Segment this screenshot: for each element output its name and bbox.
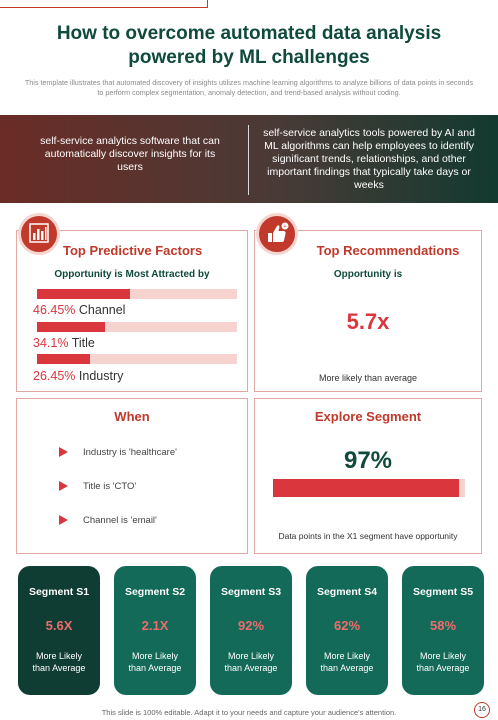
factor-bar-fill-1 [37, 289, 130, 299]
segment-2-desc-line2: than Average [128, 663, 182, 673]
segment-3-value: 92% [237, 618, 265, 633]
when-item-1-text: Industry is 'healthcare' [83, 447, 177, 458]
recommendations-subtitle: Opportunity is [333, 269, 403, 280]
segment-4-value: 62% [333, 618, 361, 633]
factor-1: 46.45% Channel [33, 303, 125, 317]
segment-card-4: Segment S4 62% More Likely than Average [306, 566, 388, 695]
info-band: self-service analytics software that can… [0, 115, 498, 203]
segment-5-desc-line2: than Average [416, 663, 470, 673]
band-divider [248, 125, 249, 195]
segment-5-desc-line1: More Likely [419, 651, 466, 661]
factor-1-pct: 46.45% [33, 303, 76, 317]
segment-2-desc: More Likely than Average [114, 650, 196, 674]
recommendations-card: Top Recommendations Opportunity is 5.7x … [254, 230, 482, 392]
page-number: 16 [474, 702, 490, 718]
triangle-bullet-icon [59, 515, 68, 525]
explore-segment-value: 97% [343, 447, 393, 474]
page-title: How to overcome automated data analysis … [20, 22, 478, 70]
factor-3: 26.45% Industry [33, 369, 123, 383]
segment-card-2: Segment S2 2.1X More Likely than Average [114, 566, 196, 695]
factor-bar-2 [37, 322, 237, 332]
recommendations-title: Top Recommendations [316, 243, 460, 258]
segment-1-value: 5.6X [45, 618, 73, 633]
page-title-line-2: powered by ML challenges [128, 47, 370, 68]
when-title: When [114, 409, 150, 424]
when-card: When Industry is 'healthcare' Title is '… [16, 398, 248, 554]
factor-3-pct: 26.45% [33, 369, 76, 383]
explore-segment-caption: Data points in the X1 segment have oppor… [278, 531, 458, 541]
segment-2-desc-line1: More Likely [131, 651, 178, 661]
explore-segment-bar-fill [273, 479, 460, 497]
factor-bar-3 [37, 354, 237, 364]
explore-segment-card: Explore Segment 97% Data points in the X… [254, 398, 482, 554]
segment-1-desc-line2: than Average [32, 663, 86, 673]
explore-segment-title: Explore Segment [314, 409, 422, 424]
segment-5-desc: More Likely than Average [402, 650, 484, 674]
when-item-3: Channel is 'email' [59, 515, 157, 526]
segment-3-name: Segment S3 [220, 586, 282, 598]
predictive-factors-subtitle: Opportunity is Most Attracted by [54, 269, 210, 280]
segment-card-5: Segment S5 58% More Likely than Average [402, 566, 484, 695]
recommendations-value: 5.7x [346, 309, 390, 334]
band-right-text: self-service analytics tools powered by … [263, 127, 475, 191]
segment-2-name: Segment S2 [124, 586, 186, 598]
page-subtitle: This template illustrates that automated… [24, 78, 474, 97]
when-item-1: Industry is 'healthcare' [59, 447, 177, 458]
factor-2: 34.1% Title [33, 336, 95, 350]
top-corner-frame [0, 0, 208, 8]
segment-3-desc: More Likely than Average [210, 650, 292, 674]
factor-3-label: Industry [78, 369, 124, 383]
svg-text:+: + [283, 224, 286, 230]
segment-3-desc-line1: More Likely [227, 651, 274, 661]
segment-3-desc-line2: than Average [224, 663, 278, 673]
segment-1-desc-line1: More Likely [35, 651, 82, 661]
footer-text: This slide is 100% editable. Adapt it to… [101, 708, 397, 717]
segment-1-desc: More Likely than Average [18, 650, 100, 674]
segment-4-desc-line1: More Likely [323, 651, 370, 661]
triangle-bullet-icon [59, 447, 68, 457]
when-item-2-text: Title is 'CTO' [83, 481, 137, 492]
when-item-3-text: Channel is 'email' [83, 515, 157, 526]
bar-chart-icon [18, 213, 60, 255]
segment-1-name: Segment S1 [28, 586, 90, 598]
triangle-bullet-icon [59, 481, 68, 491]
factor-bar-1 [37, 289, 237, 299]
factor-bar-fill-3 [37, 354, 90, 364]
factor-2-label: Title [71, 336, 95, 350]
factor-2-pct: 34.1% [33, 336, 69, 350]
segment-card-3: Segment S3 92% More Likely than Average [210, 566, 292, 695]
segment-2-value: 2.1X [141, 618, 169, 633]
factor-bar-fill-2 [37, 322, 106, 332]
explore-segment-bar [273, 479, 465, 497]
segment-5-value: 58% [429, 618, 457, 633]
when-item-2: Title is 'CTO' [59, 481, 136, 492]
segment-4-desc: More Likely than Average [306, 650, 388, 674]
page-title-line-1: How to overcome automated data analysis [56, 23, 442, 44]
segment-card-1: Segment S1 5.6X More Likely than Average [18, 566, 100, 695]
recommendations-caption: More likely than average [318, 373, 418, 383]
band-left-text: self-service analytics software that can… [40, 135, 220, 173]
factor-1-label: Channel [78, 303, 126, 317]
segment-4-desc-line2: than Average [320, 663, 374, 673]
segment-5-name: Segment S5 [412, 586, 474, 598]
segment-4-name: Segment S4 [316, 586, 378, 598]
thumbs-up-icon: + [256, 213, 298, 255]
predictive-factors-card: Top Predictive Factors Opportunity is Mo… [16, 230, 248, 392]
predictive-factors-title: Top Predictive Factors [63, 243, 203, 258]
